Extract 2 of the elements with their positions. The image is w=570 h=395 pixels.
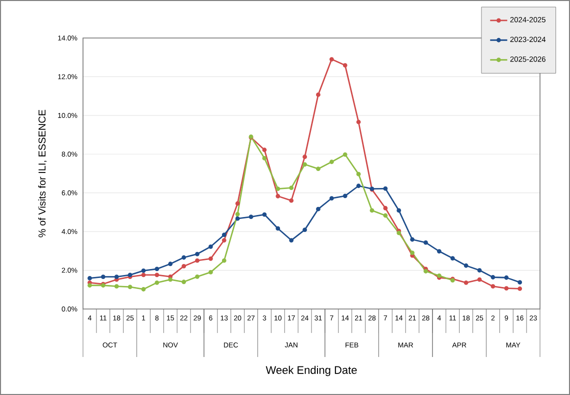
y-axis-title: % of Visits for ILI, ESSENCE — [38, 110, 47, 238]
x-axis-title: Week Ending Date — [266, 366, 357, 376]
